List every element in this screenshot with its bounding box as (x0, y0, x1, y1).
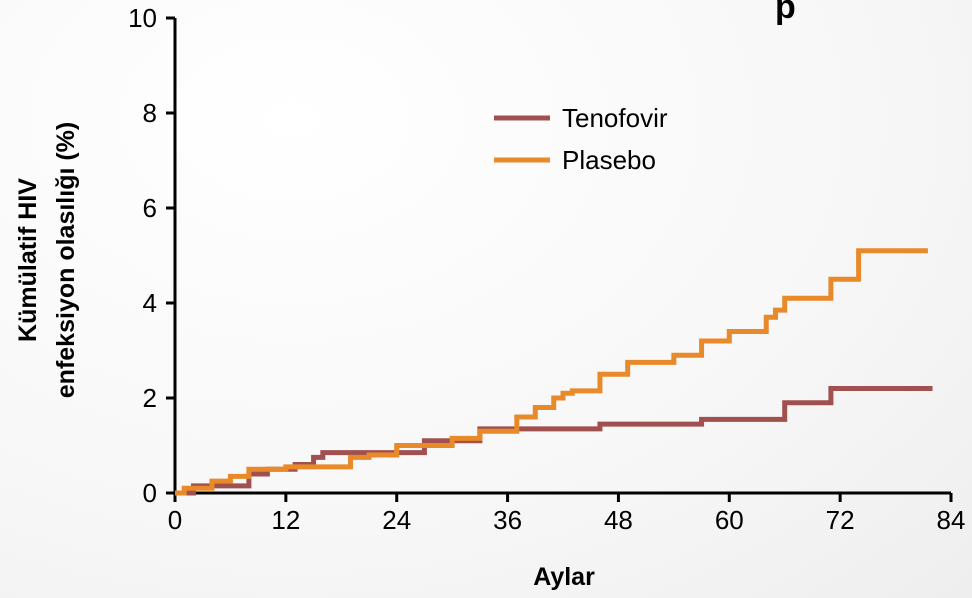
y-tick-label: 8 (143, 98, 157, 128)
x-tick-label: 0 (168, 505, 182, 535)
y-axis-title: Kümülatif HIV enfeksiyon olasılığı (%) (14, 122, 80, 398)
x-tick-label: 84 (937, 505, 966, 535)
x-tick-label: 36 (493, 505, 522, 535)
series-layer (175, 248, 933, 496)
y-axis-title-line-2: enfeksiyon olasılığı (%) (52, 122, 80, 398)
y-tick-label: 10 (128, 3, 157, 33)
y-tick-label: 2 (143, 383, 157, 413)
series-line-plasebo (175, 248, 928, 496)
y-axis-title-line-1: Kümülatif HIV (14, 178, 42, 342)
x-tick-label: 72 (826, 505, 855, 535)
series-line-tenofovir (175, 386, 933, 496)
legend-label: Tenofovir (562, 103, 668, 133)
chart-title-fragment: p (775, 0, 796, 26)
legend: Tenofovir Plasebo (494, 103, 668, 175)
x-tick-label: 24 (382, 505, 411, 535)
x-tick-label: 60 (715, 505, 744, 535)
y-tick-label: 0 (143, 478, 157, 508)
y-tick-label: 4 (143, 288, 157, 318)
x-tick-label: 12 (271, 505, 300, 535)
legend-label: Plasebo (562, 145, 656, 175)
x-axis-title: Aylar (533, 563, 595, 591)
x-tick-label: 48 (604, 505, 633, 535)
y-tick-label: 6 (143, 193, 157, 223)
